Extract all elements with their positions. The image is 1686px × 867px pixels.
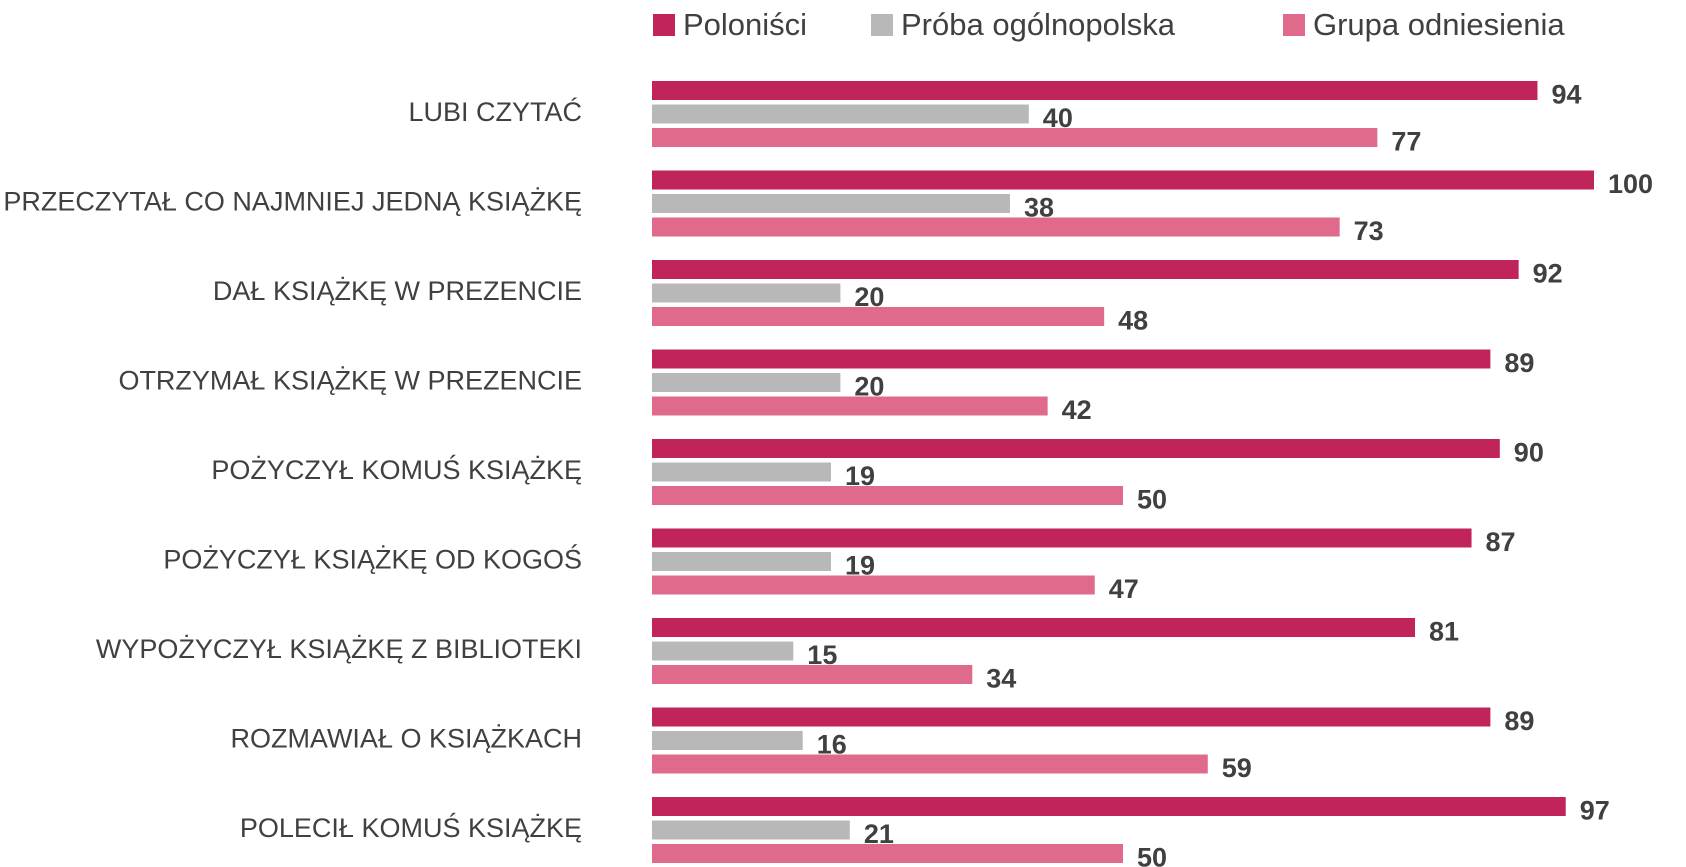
bar — [652, 128, 1378, 147]
value-label: 89 — [1504, 348, 1534, 378]
bar — [652, 641, 794, 661]
value-label: 97 — [1580, 796, 1610, 826]
category-label: POLECIŁ KOMUŚ KSIĄŻKĘ — [240, 811, 582, 843]
bar — [652, 486, 1123, 505]
bar — [652, 575, 1095, 595]
category-label: LUBI CZYTAĆ — [408, 96, 582, 127]
value-label: 87 — [1486, 527, 1516, 557]
bar — [652, 194, 1010, 213]
bar — [652, 820, 850, 840]
value-label: 42 — [1062, 395, 1092, 425]
bar — [652, 462, 831, 482]
legend-swatch — [653, 14, 675, 36]
bar — [652, 844, 1123, 863]
legend-label: Grupa odniesienia — [1313, 7, 1565, 42]
value-label: 34 — [986, 664, 1016, 694]
value-label: 100 — [1608, 169, 1653, 199]
value-label: 50 — [1137, 843, 1167, 867]
bar — [652, 731, 803, 750]
value-label: 77 — [1391, 127, 1421, 157]
bar — [652, 552, 831, 571]
category-label: POŻYCZYŁ KOMUŚ KSIĄŻKĘ — [211, 453, 582, 485]
category-label: OTRZYMAŁ KSIĄŻKĘ W PREZENCIE — [118, 365, 582, 396]
bar — [652, 528, 1472, 548]
category-label: ROZMAWIAŁ O KSIĄŻKACH — [230, 723, 582, 754]
legend-label: Poloniści — [683, 7, 807, 42]
bar — [652, 665, 973, 684]
category-label: WYPOŻYCZYŁ KSIĄŻKĘ Z BIBLIOTEKI — [96, 633, 582, 664]
bar — [652, 373, 841, 392]
legend-swatch — [1283, 14, 1305, 36]
bar — [652, 707, 1491, 727]
bar — [652, 439, 1500, 458]
category-label: POŻYCZYŁ KSIĄŻKĘ OD KOGOŚ — [163, 543, 582, 575]
bar — [652, 396, 1048, 416]
value-label: 94 — [1551, 80, 1581, 110]
bar — [652, 81, 1538, 100]
value-label: 90 — [1514, 438, 1544, 468]
bar — [652, 217, 1340, 237]
category-label: PRZECZYTAŁ CO NAJMNIEJ JEDNĄ KSIĄŻKĘ — [3, 186, 582, 217]
legend-swatch — [871, 14, 893, 36]
bar — [652, 283, 841, 303]
bar — [652, 754, 1208, 774]
bar — [652, 618, 1416, 637]
bar — [652, 170, 1594, 190]
value-label: 48 — [1118, 306, 1148, 336]
bar — [652, 349, 1491, 369]
bar — [652, 104, 1029, 124]
value-label: 81 — [1429, 617, 1459, 647]
bar — [652, 307, 1105, 326]
legend-label: Próba ogólnopolska — [901, 7, 1176, 42]
value-label: 47 — [1109, 574, 1139, 604]
category-label: DAŁ KSIĄŻKĘ W PREZENCIE — [213, 275, 582, 306]
value-label: 59 — [1222, 753, 1252, 783]
value-label: 50 — [1137, 485, 1167, 515]
bar — [652, 797, 1566, 816]
value-label: 73 — [1354, 216, 1384, 246]
bar — [652, 260, 1519, 279]
value-label: 89 — [1504, 706, 1534, 736]
value-label: 92 — [1533, 259, 1563, 289]
